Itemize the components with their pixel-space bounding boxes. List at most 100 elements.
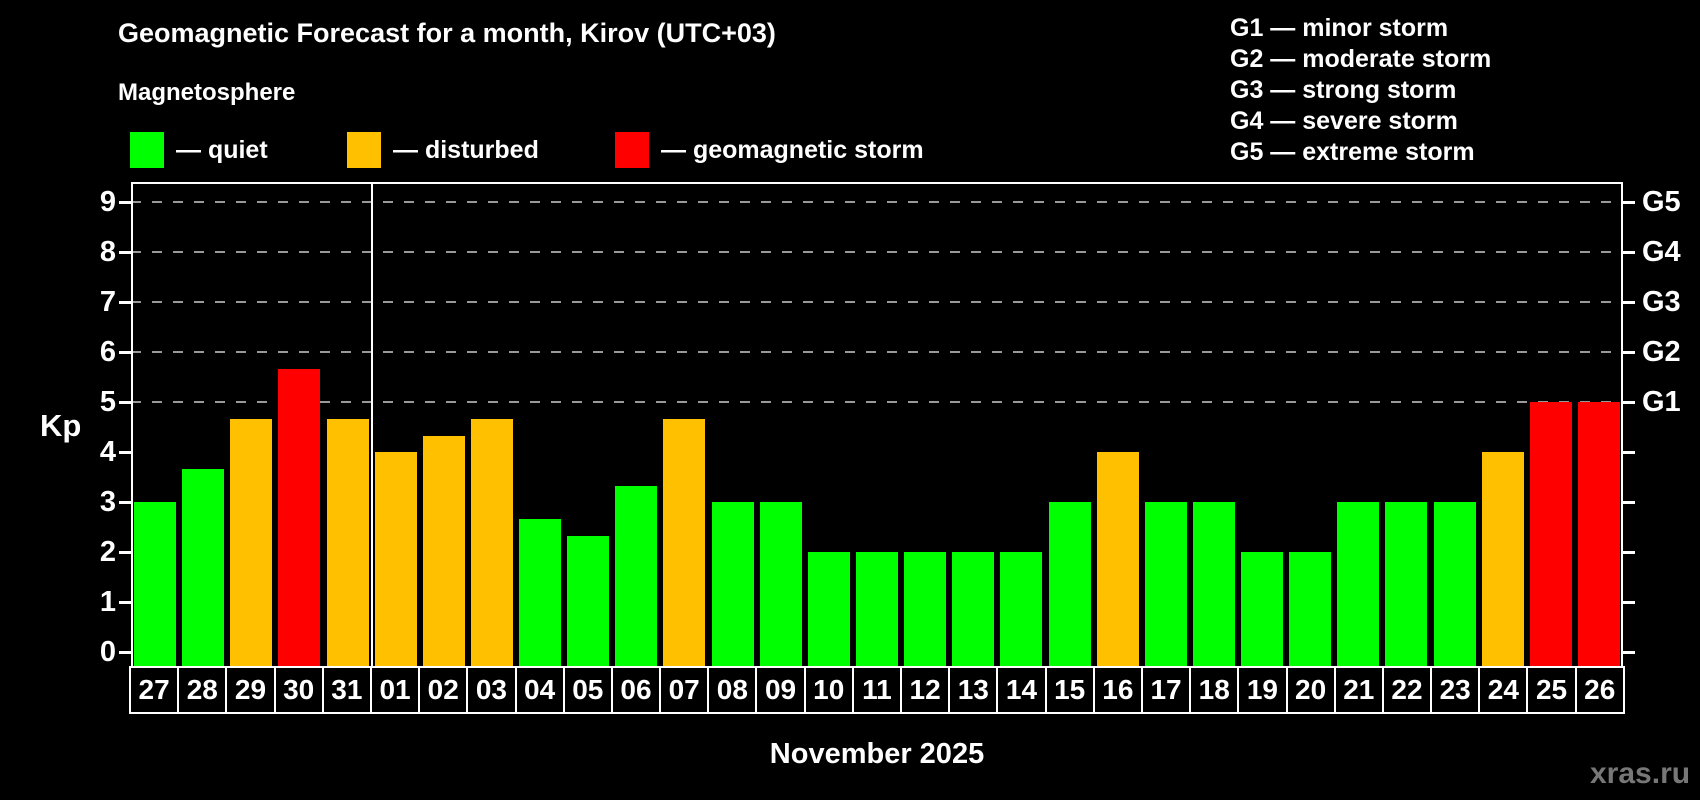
day-label-11: 11 — [851, 666, 902, 714]
day-label-16: 16 — [1092, 666, 1143, 714]
day-label-28: 28 — [177, 666, 228, 714]
kp-bar-day-14 — [1000, 552, 1043, 668]
kp-bar-day-15 — [1048, 502, 1091, 668]
y-tick-left-1 — [119, 601, 131, 604]
day-label-19: 19 — [1237, 666, 1288, 714]
y-tick-label-4: 4 — [99, 436, 116, 468]
kp-bar-day-07 — [663, 418, 706, 668]
kp-bar-day-27 — [134, 502, 177, 668]
legend-storm-label: — geomagnetic storm — [661, 135, 924, 164]
kp-bar-day-11 — [856, 552, 898, 668]
day-label-14: 14 — [996, 666, 1047, 714]
g-legend-item-4: G4 — severe storm — [1230, 107, 1458, 135]
g-label-g2: G2 — [1642, 336, 1681, 368]
kp-bar-day-23 — [1433, 502, 1476, 668]
day-label-22: 22 — [1381, 666, 1433, 714]
storm-swatch-icon — [615, 132, 649, 168]
quiet-swatch-icon — [130, 132, 164, 168]
kp-axis-label: Kp — [40, 408, 82, 443]
y-tick-label-6: 6 — [99, 336, 116, 368]
y-tick-right-0 — [1623, 651, 1635, 654]
day-label-21: 21 — [1333, 666, 1384, 714]
y-tick-left-7 — [119, 301, 131, 304]
day-label-07: 07 — [659, 666, 710, 714]
kp-bar-day-21 — [1337, 502, 1380, 668]
plot-area — [131, 182, 1623, 668]
kp-bar-day-22 — [1385, 502, 1428, 668]
day-label-01: 01 — [369, 666, 421, 714]
kp-bar-day-16 — [1096, 452, 1139, 668]
kp-bar-day-29 — [230, 418, 273, 668]
y-tick-left-3 — [119, 501, 131, 504]
y-tick-label-8: 8 — [99, 236, 116, 268]
gridline-kp-5 — [131, 401, 1623, 403]
day-label-08: 08 — [707, 666, 758, 714]
legend-storm: — geomagnetic storm — [615, 132, 924, 168]
y-tick-left-4 — [119, 451, 131, 454]
day-label-24: 24 — [1478, 666, 1529, 714]
legend-quiet: — quiet — [130, 132, 268, 168]
legend-disturbed: — disturbed — [347, 132, 539, 168]
kp-bar-day-08 — [711, 502, 754, 668]
chart-title: Geomagnetic Forecast for a month, Kirov … — [118, 18, 776, 48]
kp-bar-day-31 — [326, 418, 369, 668]
kp-bar-day-02 — [422, 435, 465, 668]
kp-bar-day-04 — [519, 518, 562, 668]
day-label-20: 20 — [1285, 666, 1336, 714]
kp-bar-day-05 — [567, 535, 610, 668]
kp-bar-day-30 — [278, 368, 321, 668]
day-label-17: 17 — [1140, 666, 1192, 714]
g-label-g5: G5 — [1642, 186, 1681, 218]
day-label-09: 09 — [755, 666, 806, 714]
kp-bar-day-01 — [374, 452, 417, 668]
kp-bar-day-09 — [759, 502, 802, 668]
y-tick-right-9 — [1623, 201, 1635, 204]
kp-bar-day-17 — [1144, 502, 1187, 668]
g-legend-item-1: G1 — minor storm — [1230, 14, 1449, 42]
y-tick-left-8 — [119, 251, 131, 254]
day-label-26: 26 — [1574, 666, 1625, 714]
day-label-05: 05 — [562, 666, 613, 714]
y-tick-left-6 — [119, 351, 131, 354]
y-tick-right-6 — [1623, 351, 1635, 354]
g-label-g1: G1 — [1642, 386, 1681, 418]
xras-watermark: xras.ru — [1590, 757, 1691, 790]
day-label-23: 23 — [1430, 666, 1481, 714]
month-label: November 2025 — [769, 738, 985, 770]
y-tick-label-9: 9 — [99, 186, 116, 218]
y-tick-right-4 — [1623, 451, 1635, 454]
magnetosphere-label: Magnetosphere — [118, 79, 296, 106]
y-tick-label-7: 7 — [99, 286, 116, 318]
kp-bar-day-26 — [1577, 402, 1620, 668]
kp-bar-day-24 — [1481, 452, 1524, 668]
y-tick-label-5: 5 — [99, 386, 116, 418]
gridline-kp-6 — [131, 351, 1623, 353]
day-label-12: 12 — [900, 666, 951, 714]
kp-bar-day-20 — [1289, 552, 1332, 668]
legend-disturbed-label: — disturbed — [393, 135, 539, 164]
kp-bar-day-10 — [807, 552, 850, 668]
day-label-25: 25 — [1526, 666, 1577, 714]
y-tick-left-9 — [119, 201, 131, 204]
day-label-27: 27 — [129, 666, 180, 714]
day-label-15: 15 — [1044, 666, 1095, 714]
day-label-row: 27 28 29 30 31 01 02 03 04 05 06 07 08 09 10 11 12 13 14 15… — [129, 666, 1625, 714]
disturbed-swatch-icon — [347, 132, 381, 168]
g-label-g4: G4 — [1642, 236, 1681, 268]
g-legend-item-3: G3 — strong storm — [1230, 76, 1457, 104]
g-scale-legend: G1 — minor storm G2 — moderate storm G3 — … — [1230, 13, 1491, 168]
gridline-kp-7 — [131, 301, 1623, 303]
y-tick-right-2 — [1623, 551, 1635, 554]
gridline-kp-9 — [131, 201, 1623, 203]
day-label-30: 30 — [273, 666, 324, 714]
day-label-06: 06 — [610, 666, 662, 714]
day-label-31: 31 — [321, 666, 372, 714]
kp-bar-day-12 — [904, 552, 947, 668]
kp-bar-day-03 — [470, 418, 513, 668]
g-legend-item-5: G5 — extreme storm — [1230, 138, 1475, 166]
kp-bar-day-19 — [1241, 552, 1284, 668]
kp-bar-day-13 — [952, 552, 995, 668]
day-label-18: 18 — [1189, 666, 1240, 714]
y-tick-right-1 — [1623, 601, 1635, 604]
